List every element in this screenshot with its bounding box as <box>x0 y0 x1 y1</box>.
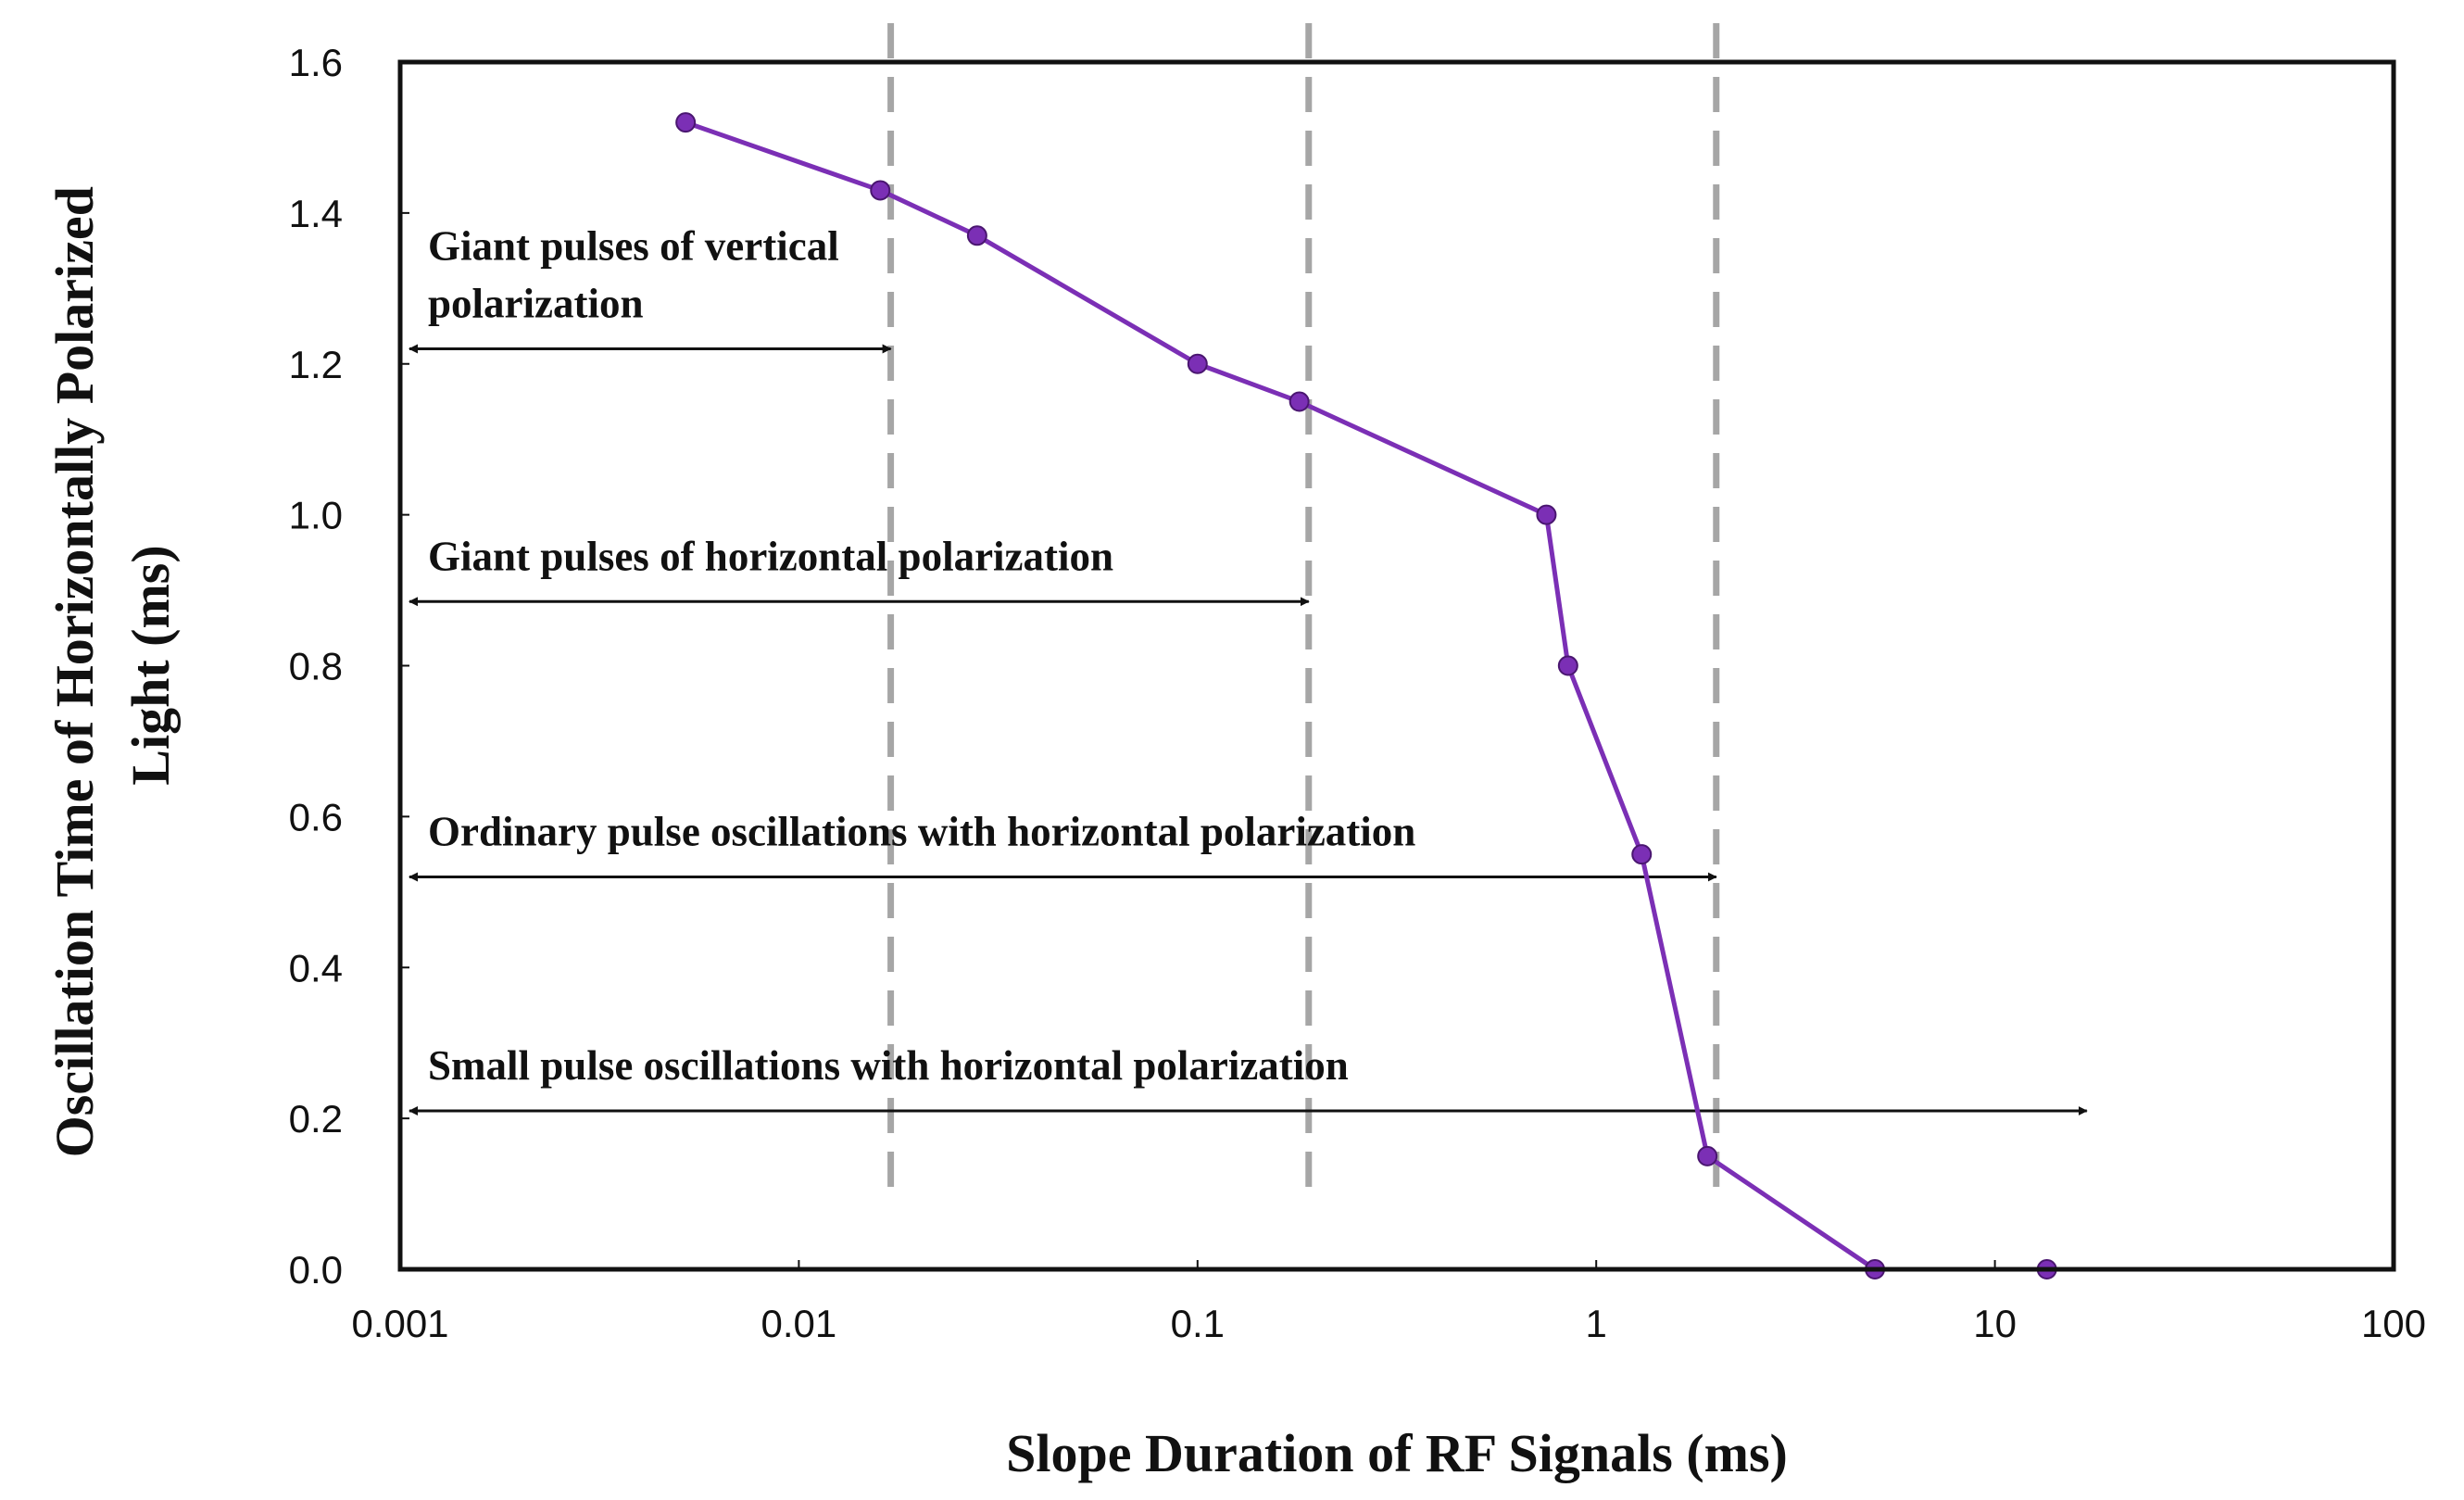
y-tick-label: 1.2 <box>289 343 343 386</box>
data-point <box>870 180 891 201</box>
y-axis-title: Oscillation Time of Horizontally Polariz… <box>44 173 181 1158</box>
annotation-label: Small pulse oscillations with horizontal… <box>428 1042 1349 1089</box>
data-point <box>1536 504 1557 525</box>
y-tick-label: 0.2 <box>289 1097 343 1141</box>
y-tick-label: 0.8 <box>289 645 343 688</box>
x-tick-label: 0.001 <box>351 1302 448 1345</box>
data-point <box>1557 655 1578 676</box>
annotation-label: Ordinary pulse oscillations with horizon… <box>428 809 1415 855</box>
y-tick-label: 0.4 <box>289 946 343 989</box>
data-point <box>1697 1145 1718 1166</box>
x-tick-label: 1 <box>1586 1302 1607 1345</box>
y-axis-ticks: 0.0 0.2 0.4 0.6 0.8 1.0 1.2 1.4 1.6 <box>289 41 409 1292</box>
reference-lines <box>887 23 1720 1195</box>
data-point <box>1289 391 1310 412</box>
y-tick-label: 1.0 <box>289 494 343 537</box>
annotations: Giant pulses of vertical polarization Gian… <box>409 222 2088 1116</box>
x-tick-label: 0.1 <box>1171 1302 1225 1345</box>
y-axis-title-line-2: Light (ms) <box>120 545 181 785</box>
x-axis-title: Slope Duration of RF Signals (ms) <box>1006 1423 1788 1483</box>
x-tick-label: 0.01 <box>761 1302 837 1345</box>
annotation-label: polarization <box>428 280 644 326</box>
data-point <box>966 225 987 246</box>
annotation-label: Giant pulses of horizontal polarization <box>428 533 1113 579</box>
x-axis-ticks: 0.001 0.01 0.1 1 10 100 <box>351 1260 2426 1345</box>
x-tick-label: 10 <box>1973 1302 2017 1345</box>
data-point <box>1187 353 1208 374</box>
y-tick-label: 1.4 <box>289 192 343 235</box>
y-tick-label: 0.0 <box>289 1248 343 1292</box>
data-series <box>675 112 2057 1279</box>
data-point <box>675 112 697 133</box>
y-tick-label: 1.6 <box>289 41 343 84</box>
annotation-label: Giant pulses of vertical <box>428 222 839 269</box>
data-point <box>1631 844 1653 865</box>
y-axis-title-line-1: Oscillation Time of Horizontally Polariz… <box>44 186 105 1157</box>
x-tick-label: 100 <box>2361 1302 2426 1345</box>
y-tick-label: 0.6 <box>289 795 343 838</box>
